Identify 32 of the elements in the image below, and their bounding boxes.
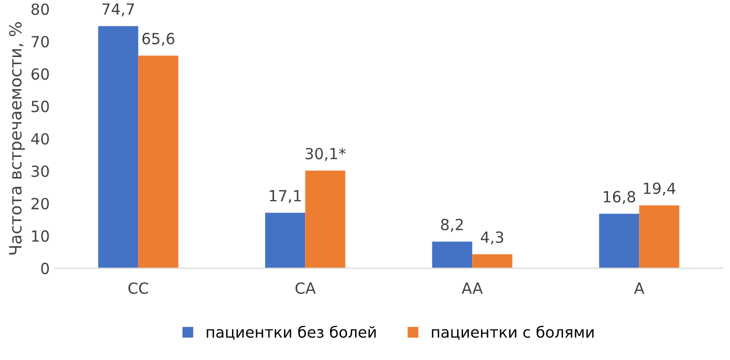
y-tick-label: 60 xyxy=(32,68,49,80)
data-label: 74,7 xyxy=(102,4,134,16)
data-label: 65,6 xyxy=(142,32,174,46)
y-tick-label: 30 xyxy=(32,165,49,178)
y-tick-label: 70 xyxy=(32,36,49,48)
data-label: 17,1 xyxy=(270,190,301,204)
bar xyxy=(472,254,512,268)
y-tick-label: 40 xyxy=(31,133,49,145)
x-tick-label: A xyxy=(634,282,644,294)
bar xyxy=(265,212,306,268)
bar xyxy=(599,214,640,268)
bar xyxy=(305,170,346,268)
data-label: 4,3 xyxy=(480,231,504,245)
data-label: 30,1* xyxy=(306,148,346,161)
y-tick-label: 0 xyxy=(41,262,49,274)
y-tick-label: 20 xyxy=(32,198,49,210)
bar xyxy=(98,26,138,268)
data-label: 8,2 xyxy=(441,218,463,232)
x-tick-label: CA xyxy=(296,282,316,294)
legend-label: пациентки без болей xyxy=(206,326,376,340)
bar xyxy=(639,205,680,268)
x-tick-label: AA xyxy=(462,282,483,294)
legend-label: пациентки с болями xyxy=(432,326,594,340)
y-tick-label: 50 xyxy=(32,100,49,112)
y-tick-label: 80 xyxy=(31,3,49,16)
x-tick-label: CC xyxy=(128,282,148,294)
bar xyxy=(432,242,472,268)
data-label: 19,4 xyxy=(644,182,676,196)
bar xyxy=(138,56,178,268)
y-axis-title: Частота встречаемости, % xyxy=(9,22,25,255)
y-tick-label: 10 xyxy=(32,230,49,242)
data-label: 16,8 xyxy=(604,190,636,204)
